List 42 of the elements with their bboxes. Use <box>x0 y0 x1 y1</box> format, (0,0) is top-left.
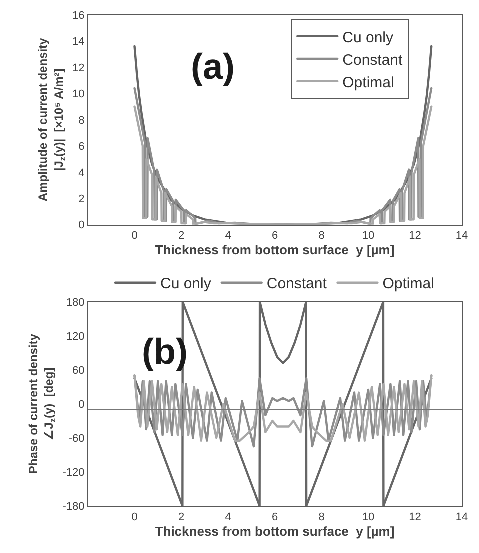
x-tick-label: 4 <box>225 230 232 242</box>
y-tick-label: 2 <box>78 194 85 206</box>
legend-label: Optimal <box>382 276 434 293</box>
x-tick-label: 14 <box>456 230 468 242</box>
x-tick-label: 6 <box>272 230 278 242</box>
y-tick-label: 14 <box>72 36 85 48</box>
x-axis-title: Thickness from bottom surface y [µm] <box>155 242 395 258</box>
x-tick-label: 6 <box>272 511 278 524</box>
y-tick-label: 0 <box>78 220 85 232</box>
x-tick-label: 14 <box>456 511 468 524</box>
y-tick-label: -60 <box>68 432 85 445</box>
x-tick-label: 2 <box>178 511 185 524</box>
legend-label: Constant <box>342 52 404 69</box>
y-tick-label: 12 <box>72 62 85 74</box>
y-tick-label: 60 <box>72 364 85 377</box>
legend-label: Cu only <box>342 29 394 46</box>
y-tick-label: 180 <box>66 296 85 309</box>
y-tick-label: 16 <box>72 10 85 22</box>
x-tick-label: 2 <box>178 230 185 242</box>
legend-label: Cu only <box>160 276 212 293</box>
x-tick-label: 8 <box>318 230 325 242</box>
y-tick-label: 4 <box>78 167 85 180</box>
x-tick-label: 4 <box>225 511 232 524</box>
legend-label: Constant <box>266 276 328 293</box>
line-series <box>134 302 433 506</box>
y-tick-label: 6 <box>78 141 85 154</box>
y-tick-label: 0 <box>78 398 85 411</box>
x-tick-label: 0 <box>132 511 138 524</box>
y-tick-label: 10 <box>72 88 85 101</box>
y-tick-label: -120 <box>62 466 85 479</box>
y-tick-label: 120 <box>66 330 85 343</box>
x-tick-label: 8 <box>318 511 325 524</box>
x-tick-label: 12 <box>409 511 422 524</box>
x-tick-label: 10 <box>362 511 375 524</box>
x-tick-label: 12 <box>409 230 422 242</box>
x-tick-label: 10 <box>362 230 375 242</box>
annotation: (a) <box>191 46 235 87</box>
x-tick-label: 0 <box>132 230 138 242</box>
y-tick-label: -180 <box>62 500 85 513</box>
x-axis-title: Thickness from bottom surface y [µm] <box>155 524 395 539</box>
y-tick-label: 8 <box>78 114 85 127</box>
legend-label: Optimal <box>342 74 394 92</box>
